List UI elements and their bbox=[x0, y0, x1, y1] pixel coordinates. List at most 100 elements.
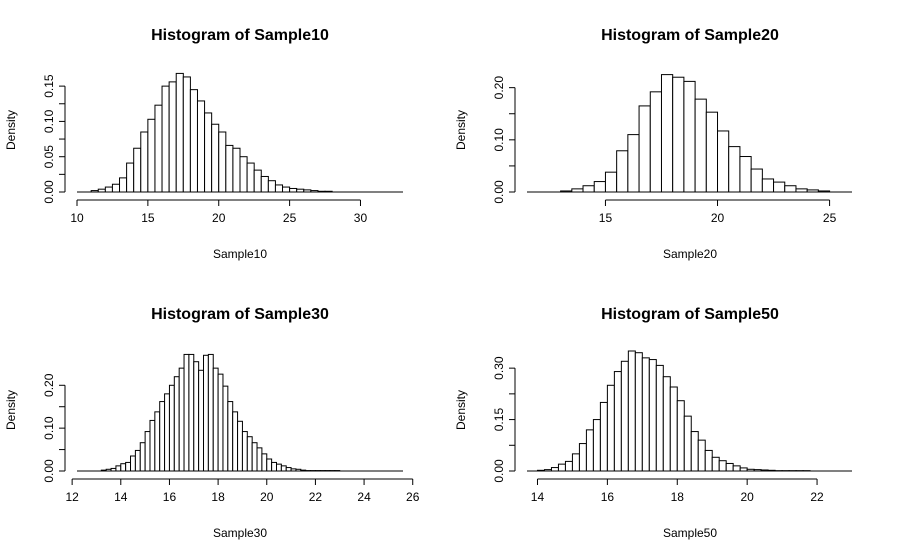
histogram-bar bbox=[154, 411, 161, 472]
y-tick-label: 0.00 bbox=[42, 180, 56, 204]
histogram-bar bbox=[178, 367, 185, 472]
chart-title: Histogram of Sample20 bbox=[601, 27, 779, 44]
x-tick-label: 20 bbox=[260, 490, 274, 504]
histogram-bar bbox=[267, 180, 276, 193]
histogram-bar bbox=[271, 461, 278, 472]
x-tick-label: 12 bbox=[65, 490, 79, 504]
histogram-bar bbox=[227, 401, 234, 472]
histogram-bar bbox=[585, 429, 594, 472]
y-tick-label: 0.15 bbox=[492, 408, 506, 432]
histogram-bar bbox=[182, 76, 191, 193]
histogram-bar bbox=[104, 186, 113, 193]
histogram-bar bbox=[183, 353, 190, 472]
histogram-bar bbox=[599, 401, 608, 472]
histogram-bar bbox=[196, 100, 206, 193]
histogram-bar bbox=[613, 371, 622, 472]
histogram-bar bbox=[159, 401, 166, 472]
histogram-bar bbox=[582, 185, 595, 193]
x-tick-label: 25 bbox=[823, 211, 837, 225]
x-axis: 14 16 18 20 22 bbox=[531, 478, 824, 504]
histogram-bar bbox=[139, 442, 146, 472]
x-axis-label: Sample20 bbox=[663, 247, 717, 261]
histogram-bar bbox=[207, 353, 214, 472]
x-tick-label: 25 bbox=[283, 211, 297, 225]
x-tick-label: 14 bbox=[531, 490, 545, 504]
histogram-bar bbox=[275, 463, 282, 472]
x-tick-label: 10 bbox=[70, 211, 84, 225]
x-tick-label: 22 bbox=[309, 490, 323, 504]
chart-title: Histogram of Sample50 bbox=[601, 306, 779, 323]
histogram-bar bbox=[149, 419, 156, 472]
histogram-bar bbox=[634, 352, 643, 472]
x-axis-label: Sample30 bbox=[213, 526, 267, 540]
histogram-bar bbox=[697, 439, 706, 472]
histogram-bar bbox=[676, 400, 685, 472]
histogram-bar bbox=[189, 89, 198, 193]
histogram-bar bbox=[282, 186, 291, 193]
histogram-bar bbox=[198, 369, 205, 472]
histogram-bar bbox=[126, 162, 135, 193]
histogram-bar bbox=[256, 447, 263, 472]
histogram-bar bbox=[232, 147, 241, 193]
histogram-bar bbox=[761, 178, 775, 193]
histogram-bar bbox=[717, 130, 730, 193]
y-axis: 0.00 0.10 0.20 bbox=[492, 76, 516, 204]
x-tick-label: 16 bbox=[601, 490, 615, 504]
histogram-bar bbox=[130, 455, 136, 472]
y-tick-label: 0.20 bbox=[492, 76, 506, 100]
histogram-bar bbox=[251, 442, 258, 472]
histogram-bar bbox=[289, 187, 298, 193]
chart-title: Histogram of Sample10 bbox=[151, 27, 329, 44]
histogram-bar bbox=[133, 147, 142, 193]
histogram-bar bbox=[683, 415, 692, 472]
x-tick-label: 24 bbox=[357, 490, 371, 504]
histogram-bar bbox=[246, 162, 255, 193]
x-tick-label: 20 bbox=[711, 211, 725, 225]
histogram-bar bbox=[705, 111, 719, 193]
histogram-bar bbox=[225, 144, 234, 193]
histogram-bar bbox=[280, 465, 287, 472]
histogram-bar bbox=[239, 156, 248, 193]
histogram-bar bbox=[550, 467, 559, 472]
x-axis: 12 14 16 18 20 22 24 26 bbox=[65, 478, 420, 504]
histogram-panel-sample10: Histogram of Sample10 Sample10 Density 1… bbox=[4, 27, 403, 261]
x-tick-label: 20 bbox=[740, 490, 754, 504]
histogram-bar bbox=[204, 112, 213, 193]
y-tick-label: 0.20 bbox=[42, 373, 56, 397]
histogram-bar bbox=[627, 134, 640, 193]
histogram-bar bbox=[260, 175, 269, 193]
histogram-bar bbox=[649, 91, 662, 193]
y-tick-label: 0.30 bbox=[492, 356, 506, 380]
x-axis: 15 20 25 bbox=[599, 199, 837, 225]
x-tick-label: 14 bbox=[114, 490, 128, 504]
histogram-bar bbox=[704, 449, 713, 472]
y-axis-label: Density bbox=[4, 110, 18, 150]
y-tick-label: 0.00 bbox=[42, 459, 56, 483]
histogram-bar bbox=[592, 419, 601, 472]
histogram-bar bbox=[274, 184, 284, 193]
x-tick-label: 15 bbox=[141, 211, 155, 225]
histogram-bar bbox=[648, 359, 657, 472]
x-tick-label: 16 bbox=[163, 490, 177, 504]
x-tick-label: 18 bbox=[671, 490, 685, 504]
histogram-bar bbox=[203, 354, 209, 472]
histogram-bar bbox=[120, 463, 127, 472]
histogram-bar bbox=[125, 461, 132, 472]
x-axis-label: Sample10 bbox=[213, 247, 267, 261]
histogram-bar bbox=[217, 373, 224, 472]
histogram-bar bbox=[784, 185, 797, 193]
bars-group bbox=[77, 353, 403, 472]
histogram-bar bbox=[218, 131, 227, 193]
histogram-bar bbox=[578, 443, 587, 472]
histogram-bar bbox=[739, 156, 752, 193]
y-tick-label: 0.10 bbox=[42, 416, 56, 440]
y-axis: 0.00 0.10 0.20 bbox=[42, 373, 66, 483]
bars-group bbox=[527, 74, 852, 193]
histogram-bar bbox=[285, 467, 292, 472]
x-tick-label: 22 bbox=[810, 490, 824, 504]
histogram-bar bbox=[175, 72, 184, 193]
histogram-bar bbox=[140, 131, 149, 193]
histogram-bar bbox=[173, 376, 180, 472]
x-tick-label: 15 bbox=[599, 211, 613, 225]
histogram-bar bbox=[616, 150, 629, 193]
